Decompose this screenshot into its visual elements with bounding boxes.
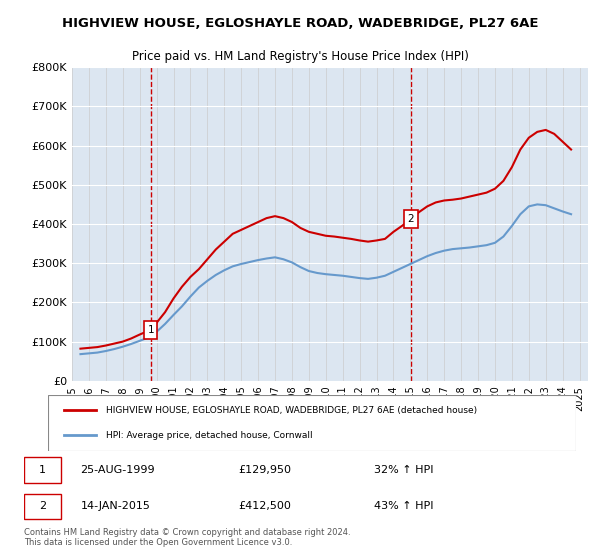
Text: Price paid vs. HM Land Registry's House Price Index (HPI): Price paid vs. HM Land Registry's House … xyxy=(131,50,469,63)
Text: 25-AUG-1999: 25-AUG-1999 xyxy=(80,465,155,475)
Text: 14-JAN-2015: 14-JAN-2015 xyxy=(80,501,150,511)
Text: £412,500: £412,500 xyxy=(238,501,291,511)
Text: 1: 1 xyxy=(39,465,46,475)
Text: 2: 2 xyxy=(408,214,415,224)
FancyBboxPatch shape xyxy=(404,210,418,228)
FancyBboxPatch shape xyxy=(24,494,61,519)
FancyBboxPatch shape xyxy=(48,395,576,451)
Text: Contains HM Land Registry data © Crown copyright and database right 2024.
This d: Contains HM Land Registry data © Crown c… xyxy=(24,528,350,548)
Text: 43% ↑ HPI: 43% ↑ HPI xyxy=(374,501,433,511)
Text: HIGHVIEW HOUSE, EGLOSHAYLE ROAD, WADEBRIDGE, PL27 6AE (detached house): HIGHVIEW HOUSE, EGLOSHAYLE ROAD, WADEBRI… xyxy=(106,406,477,415)
Text: 1: 1 xyxy=(148,325,154,335)
Text: 32% ↑ HPI: 32% ↑ HPI xyxy=(374,465,433,475)
Text: 2: 2 xyxy=(39,501,46,511)
FancyBboxPatch shape xyxy=(24,457,61,483)
Text: HPI: Average price, detached house, Cornwall: HPI: Average price, detached house, Corn… xyxy=(106,431,313,440)
Text: HIGHVIEW HOUSE, EGLOSHAYLE ROAD, WADEBRIDGE, PL27 6AE: HIGHVIEW HOUSE, EGLOSHAYLE ROAD, WADEBRI… xyxy=(62,17,538,30)
Text: £129,950: £129,950 xyxy=(238,465,292,475)
FancyBboxPatch shape xyxy=(144,321,157,339)
